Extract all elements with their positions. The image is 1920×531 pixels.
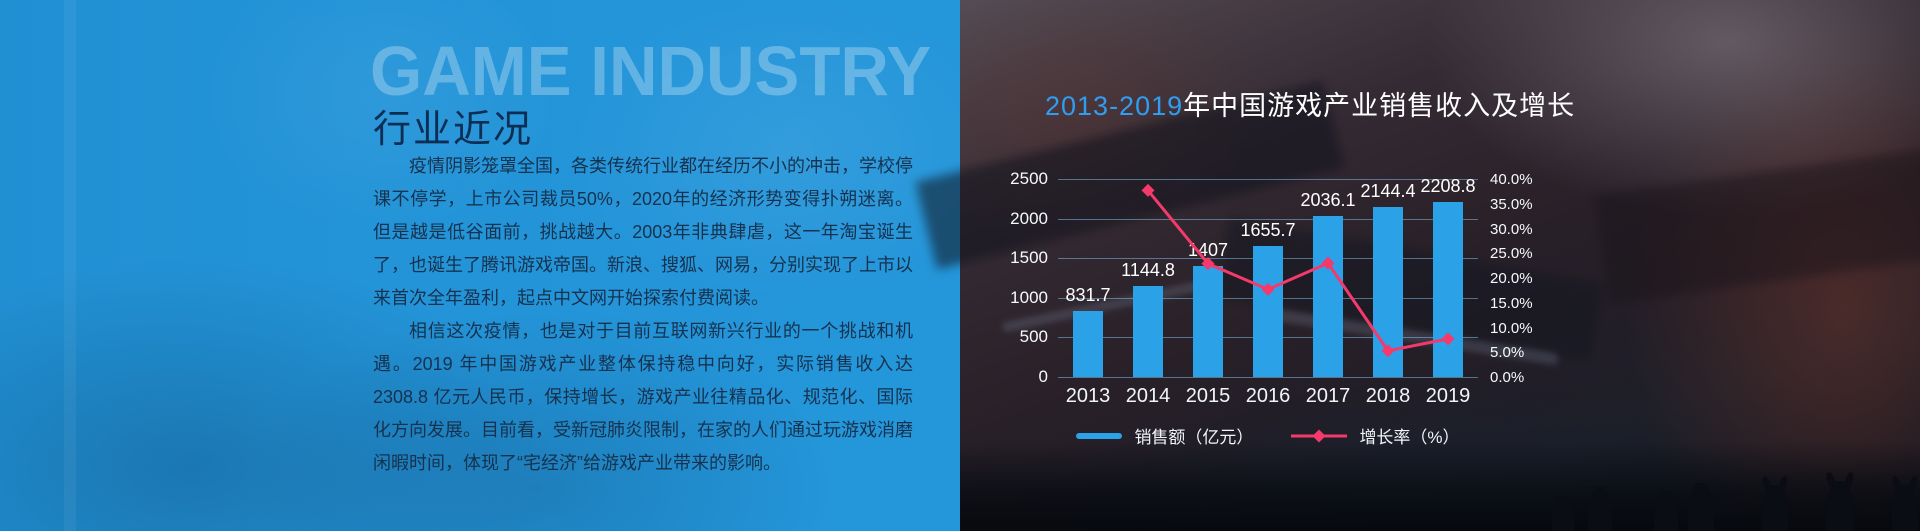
y-axis-tick-left: 2000: [1010, 209, 1048, 228]
y-axis-tick-right: 40.0%: [1490, 171, 1533, 188]
y-axis-tick-left: 0: [1038, 367, 1048, 386]
y-axis-tick-right: 10.0%: [1490, 320, 1533, 337]
y-axis-tick-left: 500: [1019, 327, 1048, 346]
bar-2016: [1253, 246, 1283, 377]
y-axis-tick-right: 20.0%: [1490, 270, 1533, 287]
bar-value-label: 2208.8: [1420, 176, 1476, 196]
paragraph-1: 疫情阴影笼罩全国，各类传统行业都在经历不小的冲击，学校停课不停学，上市公司裁员5…: [373, 156, 913, 308]
chess-piece-silhouette: [1688, 483, 1714, 531]
legend-label-sales: 销售额（亿元）: [1134, 428, 1254, 447]
bar-value-label: 1655.7: [1240, 220, 1296, 240]
legend-swatch-line: [1291, 429, 1348, 442]
section-title: 行业近况: [373, 109, 534, 151]
x-axis-label: 2019: [1425, 385, 1471, 407]
legend-label-growth: 增长率（%）: [1359, 428, 1460, 447]
x-axis-label: 2016: [1245, 385, 1291, 407]
y-axis-tick-right: 0.0%: [1490, 369, 1525, 386]
bar-2015: [1193, 266, 1223, 377]
y-axis-tick-right: 5.0%: [1490, 344, 1525, 361]
bar-value-label: 831.7: [1065, 285, 1111, 305]
x-axis-label: 2013: [1065, 385, 1111, 407]
bar-2018: [1373, 207, 1403, 377]
chart-legend: 销售额（亿元） 增长率（%）: [1058, 423, 1478, 448]
bar-value-label: 1407: [1187, 240, 1229, 260]
chart-title-text: 年中国游戏产业销售收入及增长: [1183, 91, 1576, 121]
bar-2013: [1073, 311, 1103, 377]
bar-2014: [1133, 286, 1163, 377]
chess-piece-silhouette: [1588, 487, 1612, 531]
chess-piece-silhouette: [1826, 481, 1854, 531]
chart-title: 2013-2019年中国游戏产业销售收入及增长: [1045, 84, 1575, 123]
gridline: [1058, 377, 1478, 378]
bar-value-label: 1144.8: [1121, 260, 1175, 280]
paragraph-2: 相信这次疫情，也是对于目前互联网新兴行业的一个挑战和机遇。2019 年中国游戏产…: [373, 321, 913, 473]
x-axis-label: 2014: [1125, 385, 1171, 407]
y-axis-tick-left: 2500: [1010, 169, 1048, 188]
y-axis-tick-right: 25.0%: [1490, 245, 1533, 262]
y-axis-tick-right: 30.0%: [1490, 221, 1533, 238]
legend-swatch-bar: [1076, 432, 1123, 439]
x-axis-label: 2015: [1185, 385, 1231, 407]
chart-panel: 2013-2019年中国游戏产业销售收入及增长 0 500 1000 1500 2000…: [915, 0, 1920, 531]
legend-item-sales: 销售额（亿元）: [1076, 423, 1253, 448]
background-ground: [960, 441, 1920, 531]
y-axis-tick-right: 35.0%: [1490, 196, 1533, 213]
chart-title-years: 2013-2019: [1045, 91, 1184, 121]
x-axis-label: 2017: [1305, 385, 1351, 407]
y-axis-tick-left: 1000: [1010, 288, 1048, 307]
watermark-text: GAME INDUSTRY: [370, 32, 932, 110]
body-text: 疫情阴影笼罩全国，各类传统行业都在经历不小的冲击，学校停课不停学，上市公司裁员5…: [373, 150, 913, 480]
legend-item-growth: 增长率（%）: [1291, 423, 1460, 448]
x-axis-label: 2018: [1365, 385, 1411, 407]
chart: 0 500 1000 1500 2000 2500 0.0% 5.0% 10.0% 15.0% 20…: [960, 0, 1920, 531]
line-marker: [1141, 183, 1155, 197]
y-axis-tick-right: 15.0%: [1490, 295, 1533, 312]
chess-piece-silhouette: [1654, 491, 1678, 531]
left-panel: GAME INDUSTRY 行业近况 疫情阴影笼罩全国，各类传统行业都在经历不小…: [0, 0, 960, 531]
gridline: [1058, 179, 1478, 180]
chess-piece-silhouette: [1552, 495, 1574, 531]
chess-piece-silhouette: [1892, 485, 1918, 531]
y-axis-tick-left: 1500: [1010, 248, 1048, 267]
chess-piece-silhouette: [1762, 485, 1788, 531]
bar-2019: [1433, 202, 1463, 377]
bar-2017: [1313, 216, 1343, 377]
